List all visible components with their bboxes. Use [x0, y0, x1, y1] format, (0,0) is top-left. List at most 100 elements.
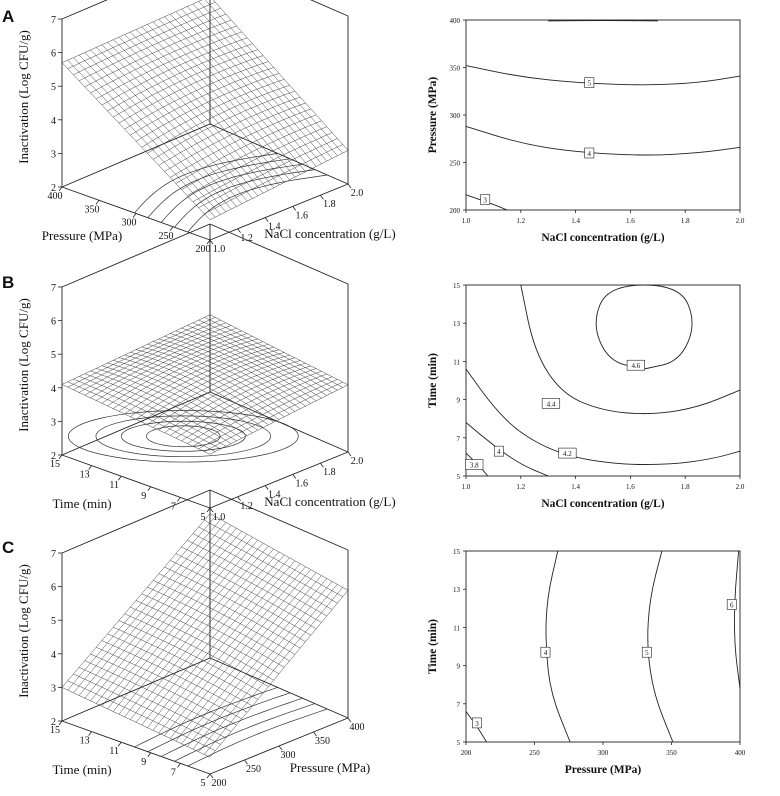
- mesh-line: [62, 315, 210, 385]
- z-tick-label: 5: [51, 616, 56, 627]
- floor-contour-line: [188, 709, 327, 766]
- mesh-line: [96, 331, 242, 401]
- x-tick-label: 250: [529, 749, 540, 757]
- mesh-line: [85, 525, 231, 698]
- contour-level-label: 3.8: [470, 462, 479, 470]
- mesh-line: [62, 514, 210, 688]
- y-tick-label: 300: [122, 218, 137, 229]
- mesh-line: [125, 35, 269, 191]
- y-tick-label: 9: [457, 397, 461, 405]
- y-tick-label: 15: [453, 548, 461, 556]
- floor-contour-ring: [147, 426, 221, 447]
- x-axis-label: NaCl concentration (g/L): [264, 494, 395, 509]
- y-tick-label: 7: [171, 501, 176, 512]
- y-tick-label: 13: [80, 470, 90, 481]
- y-tick-label: 300: [450, 112, 461, 120]
- contour-level-label: 6: [730, 601, 734, 609]
- z-axis-label: Inactivation (Log CFU/g): [16, 298, 31, 432]
- contour-y-axis: 5 7 9 11 13 15 Time (min): [427, 282, 466, 481]
- y-tick: [177, 497, 180, 501]
- floor-contour-line: [148, 693, 290, 752]
- mesh-line: [119, 56, 263, 124]
- z-axis-label: Inactivation (Log CFU/g): [16, 30, 31, 164]
- mesh-line: [119, 358, 263, 428]
- y-tick-label: 7: [457, 701, 461, 709]
- y-tick-label: 15: [50, 459, 60, 470]
- z-tick-label: 4: [51, 650, 56, 661]
- y-tick-label: 15: [50, 725, 60, 736]
- y-tick-label: 9: [457, 663, 461, 671]
- x-tick-label: 1.4: [571, 483, 580, 491]
- contour-x-axis: 1.0 1.2 1.4 1.6 1.8 2.0NaCl concentration (g/…: [462, 476, 745, 510]
- y-tick-label: 250: [450, 160, 461, 168]
- mesh-line: [153, 561, 295, 731]
- y-tick-label: 13: [453, 320, 461, 328]
- contour-frame: [466, 551, 740, 742]
- mesh-line: [96, 47, 242, 203]
- y-tick-label: 5: [457, 473, 461, 481]
- mesh-line: [153, 342, 295, 412]
- z-axis: 234567Inactivation (Log CFU/g): [16, 283, 62, 462]
- y-axis: 579111315Time (min): [50, 455, 210, 523]
- y-axis-label: Pressure (MPa): [42, 228, 123, 243]
- z-tick-label: 5: [51, 82, 56, 93]
- mesh-line: [73, 320, 220, 390]
- y-tick-label: 400: [48, 191, 63, 202]
- contour-level-label: 3: [483, 197, 487, 205]
- y-axis: 579111315Time (min): [50, 721, 210, 789]
- y-tick-label: 9: [141, 491, 146, 502]
- mesh-line: [119, 37, 263, 193]
- contour-plot-b: 1.0 1.2 1.4 1.6 1.8 2.0NaCl concentration (g/…: [427, 282, 745, 510]
- y-tick-label: 13: [80, 736, 90, 747]
- mesh-line: [142, 555, 285, 725]
- x-tick-label: 1.8: [323, 199, 336, 210]
- contour-line: [596, 285, 692, 369]
- x-tick-label: 350: [315, 736, 330, 747]
- z-tick-label: 7: [51, 549, 56, 560]
- z-tick-label: 7: [51, 15, 56, 26]
- z-axis: 234567Inactivation (Log CFU/g): [16, 15, 62, 194]
- y-tick-label: 400: [450, 17, 461, 25]
- y-tick-label: 9: [141, 757, 146, 768]
- mesh-line: [136, 552, 279, 722]
- mesh-line: [187, 127, 327, 196]
- contour-y-axis: 200250300350400Pressure (MPa): [427, 17, 466, 215]
- contour-line: [466, 66, 740, 85]
- mesh-line: [62, 687, 210, 757]
- z-tick-label: 6: [51, 583, 56, 594]
- contour-line: [546, 551, 570, 742]
- x-tick-label: 250: [246, 764, 261, 775]
- x-tick-label: 300: [598, 749, 609, 757]
- z-tick-label: 3: [51, 417, 56, 428]
- mesh-line: [108, 42, 253, 198]
- x-tick-label: 400: [350, 722, 365, 733]
- mesh-line: [102, 45, 247, 201]
- x-tick-label: 400: [735, 749, 746, 757]
- x-tick-label: 2.0: [736, 483, 745, 491]
- contour-level-label: 4: [588, 150, 592, 158]
- mesh-line: [165, 17, 306, 172]
- z-tick-label: 7: [51, 283, 56, 294]
- mesh-line: [113, 50, 258, 117]
- mesh-line: [125, 62, 269, 130]
- y-tick-label: 5: [201, 512, 206, 523]
- contour-y-label: Time (min): [427, 619, 439, 674]
- x-tick-label: 1.0: [462, 217, 471, 225]
- mesh-line: [125, 614, 269, 687]
- y-tick: [177, 763, 180, 767]
- y-tick-label: 350: [450, 65, 461, 73]
- contour-level-label: 5: [588, 80, 592, 88]
- panel-letter-c: C: [2, 538, 14, 557]
- x-tick-label: 200: [212, 778, 227, 789]
- contour-x-label: NaCl concentration (g/L): [541, 232, 664, 244]
- contour-y-label: Pressure (MPa): [427, 77, 439, 154]
- surface-mesh: [62, 514, 348, 758]
- panel-letter-b: B: [2, 273, 14, 292]
- contour-frame: [466, 20, 740, 210]
- mesh-line: [136, 350, 279, 420]
- mesh-line: [153, 358, 295, 428]
- contour-level-label: 4: [497, 448, 501, 456]
- x-tick-label: 1.6: [296, 478, 309, 489]
- mesh-line: [85, 374, 231, 444]
- x-tick-label: 1.6: [626, 217, 635, 225]
